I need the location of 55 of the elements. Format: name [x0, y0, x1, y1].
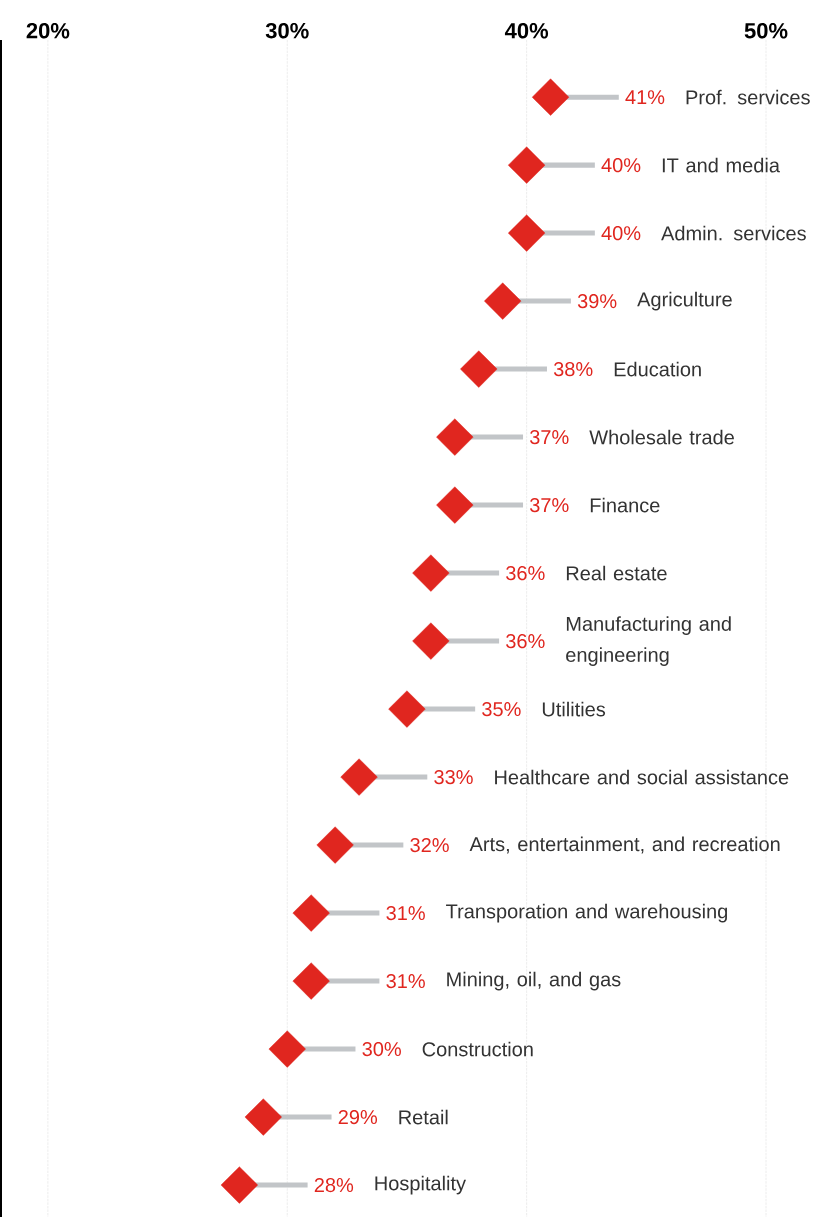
y-tick-label: Retail: [399, 1109, 448, 1125]
point: [484, 282, 522, 320]
y-tick-label: Transporation and warehousing: [446, 903, 728, 923]
point: [508, 214, 546, 252]
data-label: 41%: [625, 90, 665, 105]
data-label: 30%: [362, 1041, 401, 1057]
data-label: 38%: [553, 362, 593, 377]
y-tick-label: Education: [614, 361, 701, 377]
y-tick-label: Hospitality: [375, 1175, 466, 1195]
point: [388, 690, 426, 728]
x-tick-label: 30%: [265, 22, 309, 39]
data-label: 40%: [601, 226, 641, 241]
y-tick-label: IT and media: [662, 157, 780, 173]
data-label: 32%: [410, 838, 449, 853]
point: [531, 78, 570, 116]
y-tick-label: Construction: [422, 1041, 533, 1057]
y-tick-label: Real estate: [566, 565, 667, 581]
x-tick-label: 50%: [744, 22, 788, 39]
y-tick-label: Admin. services: [661, 225, 806, 241]
data-label: 29%: [338, 1109, 378, 1125]
x-tick-label: 40%: [504, 22, 549, 39]
y-tick-label: Wholesale trade: [589, 429, 734, 445]
point: [292, 894, 330, 932]
data-label: 39%: [577, 294, 617, 309]
data-label: 31%: [386, 905, 425, 921]
y-tick-label: Utilities: [542, 701, 606, 717]
y-tick-label: Manufacturing and engineering: [566, 616, 731, 666]
point: [292, 962, 330, 1000]
data-label: 28%: [314, 1177, 354, 1193]
data-label: 35%: [482, 702, 521, 717]
point: [436, 418, 474, 456]
x-tick-label: 20%: [26, 22, 70, 39]
point: [268, 1030, 306, 1068]
data-label: 36%: [506, 566, 545, 581]
data-label: 36%: [506, 634, 545, 649]
y-tick-label: Mining, oil, and gas: [447, 971, 621, 991]
y-tick-label: Arts, entertainment, and recreation: [469, 836, 780, 854]
data-label: 33%: [434, 770, 473, 785]
point: [316, 826, 354, 864]
data-label: 37%: [529, 430, 569, 445]
y-tick-label: Healthcare and social assistance: [495, 769, 789, 785]
point: [436, 486, 474, 524]
point: [220, 1166, 258, 1204]
point: [412, 554, 450, 592]
data-label: 31%: [386, 973, 425, 989]
point: [460, 350, 498, 388]
data-label: 37%: [529, 498, 569, 513]
data-label: 40%: [601, 158, 641, 173]
y-tick-label: Finance: [590, 497, 660, 513]
y-tick-label: Prof. services: [686, 89, 810, 105]
point: [244, 1098, 282, 1136]
point: [412, 622, 450, 660]
y-tick-label: Agriculture: [637, 291, 732, 311]
point: [508, 146, 546, 184]
point: [340, 758, 378, 796]
